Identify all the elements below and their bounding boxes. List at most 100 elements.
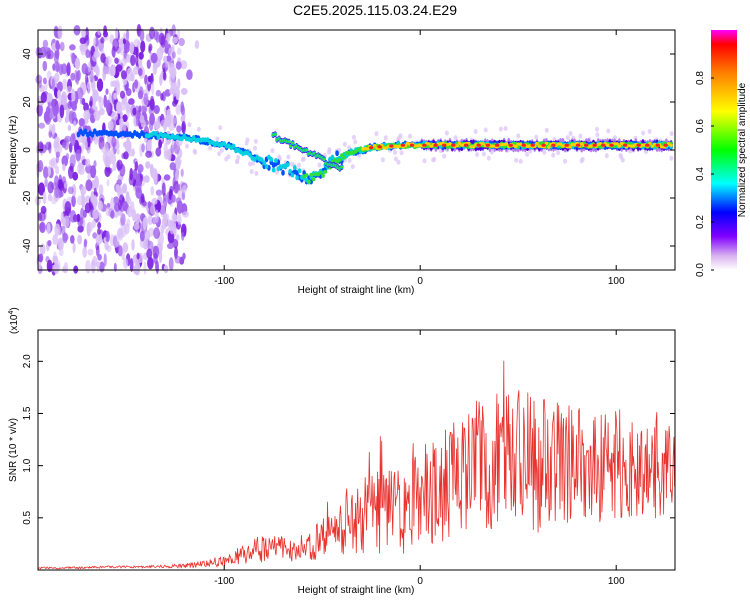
spectrogram-noise-blob [132, 107, 137, 116]
spectrogram-ridge-mark [615, 142, 619, 146]
spectrogram-halo-dot [619, 154, 624, 160]
spectrogram-halo-dot [595, 132, 600, 138]
spectrogram-noise-blob [163, 71, 167, 81]
spectrogram-halo-dot [486, 155, 491, 161]
spectrogram-branch-mark [322, 158, 327, 161]
spectrogram-noise-blob [182, 252, 186, 260]
spectrogram-noise-blob [104, 155, 111, 168]
spectrogram-noise-blob [115, 27, 119, 40]
spectrogram-noise-blob [160, 224, 165, 234]
spectrogram-noise-blob [166, 55, 172, 62]
spectrogram-noise-blob [122, 114, 128, 123]
spectrogram-noise-blob [100, 37, 105, 44]
spectrogram-noise-blob [63, 137, 70, 151]
spectrogram-noise-blob [71, 184, 77, 197]
spectrogram-noise-blob [75, 149, 81, 162]
spectrogram-noise-blob [64, 117, 69, 123]
spectrogram-noise-blob [163, 142, 168, 157]
spectrogram-noise-blob [138, 51, 144, 60]
spectrogram-noise-blob [52, 233, 58, 245]
spectrogram-noise-blob [53, 141, 59, 149]
spectrogram-noise-blob [130, 54, 136, 67]
spectrogram-noise-blob [163, 121, 167, 132]
spectrogram-noise-blob [114, 57, 119, 64]
spectrogram-noise-blob [81, 63, 88, 75]
spectrogram-noise-blob [150, 205, 156, 215]
spectrogram-noise-blob [71, 88, 76, 103]
spectrogram-noise-blob [177, 78, 181, 89]
spectrogram-halo-dot [518, 158, 523, 164]
spectrogram-noise-blob [147, 256, 154, 270]
spectrogram-noise-blob [180, 105, 185, 116]
spectrogram-halo-dot [218, 125, 223, 131]
spectrogram-noise-blob [47, 165, 52, 177]
spectrogram-ytick-label: 20 [22, 96, 33, 108]
spectrogram-noise-blob [155, 260, 159, 274]
spectrogram-noise-blob [181, 231, 185, 241]
spectrogram-noise-blob [43, 166, 49, 179]
spectrogram-ridge-mark [365, 147, 370, 151]
spectrogram-halo-dot [383, 135, 388, 141]
spectrogram-noise-blob [110, 210, 115, 219]
spectrogram-noise-blob [98, 184, 104, 196]
spectrogram-peak-mark [442, 143, 447, 147]
spectrogram-halo-dot [483, 127, 488, 133]
spectrogram-noise-blob [81, 194, 86, 208]
spectrogram-noise-blob [142, 89, 150, 96]
spectrogram-noise-blob [115, 64, 123, 72]
spectrogram-peak-mark [464, 143, 469, 147]
snr-series-line [37, 360, 675, 570]
spectrogram-noise-blob [126, 67, 134, 82]
spectrogram-halo-dot [503, 126, 508, 131]
spectrogram-noise-blob [70, 235, 75, 244]
spectrogram-noise-blob [45, 141, 52, 151]
spectrogram-noise-blob [86, 81, 91, 90]
spectrogram-noise-blob [71, 195, 76, 208]
spectrogram-ridge-mark [311, 177, 316, 182]
spectrogram-ridge-mark [547, 145, 551, 149]
spectrogram-noise-blob [42, 60, 48, 72]
spectrogram-noise-blob [143, 261, 147, 275]
spectrogram-noise-blob [70, 133, 76, 146]
spectrogram-noise-blob [37, 253, 44, 263]
spectrogram-halo-dot [606, 128, 611, 134]
spectrogram-noise-blob [67, 100, 73, 110]
spectrogram-noise-blob [148, 137, 153, 150]
spectrogram-noise-blob [113, 92, 118, 100]
spectrogram-noise-blob [150, 186, 155, 196]
snr-xlabel: Height of straight line (km) [298, 585, 415, 596]
spectrogram-noise-blob [175, 86, 180, 101]
spectrogram-noise-blob [169, 87, 175, 95]
spectrogram-halo-dot [196, 126, 201, 132]
spectrogram-ridge-mark [342, 155, 347, 160]
spectrogram-noise-blob [53, 87, 58, 98]
spectrogram-halo-dot [277, 154, 282, 160]
spectrogram-noise-blob [105, 230, 110, 243]
spectrogram-noise-blob [93, 110, 101, 121]
snr-marks [37, 360, 675, 570]
spectrogram-noise-blob [79, 98, 85, 105]
spectrogram-noise-blob [59, 41, 65, 52]
spectrogram-peak-mark [389, 144, 394, 148]
spectrogram-noise-blob [69, 154, 76, 168]
spectrogram-noise-blob [137, 40, 141, 49]
spectrogram-halo-dot [351, 134, 356, 140]
spectrogram-noise-blob [66, 86, 73, 94]
spectrogram-halo-dot [380, 157, 385, 163]
spectrogram-noise-blob [172, 238, 179, 249]
spectrogram-halo-dot [525, 151, 530, 157]
spectrogram-noise-blob [123, 151, 129, 160]
spectrogram-noise-blob [90, 165, 97, 179]
spectrogram-halo-dot [297, 162, 301, 168]
spectrogram-noise-blob [57, 89, 61, 99]
spectrogram-noise-blob [171, 117, 177, 124]
spectrogram-halo-dot [244, 140, 249, 146]
spectrogram-noise-blob [81, 29, 87, 38]
spectrogram-noise-blob [194, 40, 200, 49]
spectrogram-noise-blob [103, 30, 108, 38]
spectrogram-noise-blob [79, 37, 87, 45]
spectrogram-noise-blob [37, 160, 44, 173]
snr-xtick-label: 0 [417, 576, 423, 587]
spectrogram-noise-blob [65, 153, 70, 160]
spectrogram-ridge-mark [290, 172, 295, 178]
